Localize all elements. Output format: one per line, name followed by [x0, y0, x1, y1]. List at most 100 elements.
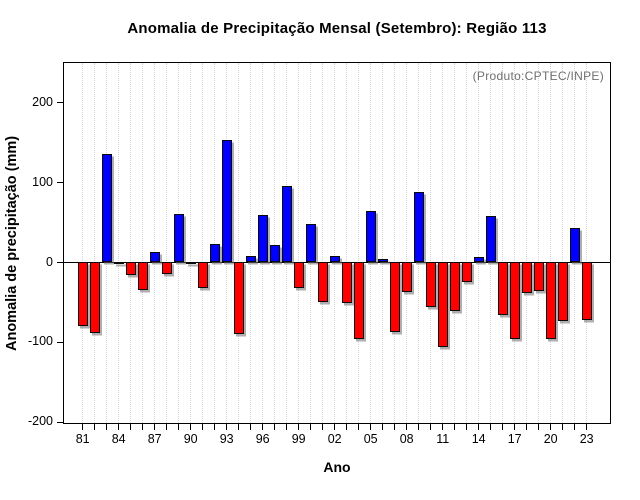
bar-1994 [233, 262, 244, 334]
gridline [502, 63, 504, 423]
bar-2015 [485, 215, 496, 262]
bar-2011 [437, 262, 448, 347]
gridline [238, 63, 240, 423]
x-tick [82, 424, 84, 430]
x-tick [166, 424, 168, 430]
gridline [478, 63, 480, 423]
x-tick [190, 424, 192, 430]
bar-1987 [149, 251, 160, 262]
source-annotation: (Produto:CPTEC/INPE) [472, 69, 604, 83]
bar-2012 [449, 262, 460, 312]
y-tick [57, 182, 63, 184]
bar-2016 [497, 262, 508, 316]
x-tick [238, 424, 240, 430]
x-tick [562, 424, 564, 430]
bar-2022 [569, 227, 580, 262]
bar-1991 [197, 262, 208, 288]
bar-1984 [113, 262, 124, 265]
x-tick [298, 424, 300, 430]
x-tick [454, 424, 456, 430]
x-tick [154, 424, 156, 430]
bar-2010 [425, 262, 436, 308]
bar-2006 [377, 258, 388, 262]
x-tick [130, 424, 132, 430]
x-tick-label: 11 [436, 432, 450, 446]
x-tick [550, 424, 552, 430]
gridline [514, 63, 516, 423]
gridline [550, 63, 552, 423]
bar-1989 [173, 214, 184, 262]
x-tick [466, 424, 468, 430]
x-tick [490, 424, 492, 430]
bar-1988 [161, 262, 172, 274]
bar-1983 [101, 154, 112, 262]
x-tick [214, 424, 216, 430]
gridline [430, 63, 432, 423]
y-tick [57, 262, 63, 263]
x-tick-label: 02 [327, 432, 342, 446]
x-tick [526, 424, 528, 430]
gridline [214, 63, 216, 423]
bar-1982 [89, 262, 100, 334]
x-tick [322, 424, 324, 430]
x-tick [226, 424, 228, 430]
x-tick-label: 93 [219, 432, 234, 446]
gridline [322, 63, 324, 423]
x-tick-label: 20 [543, 432, 558, 446]
bar-2017 [509, 262, 520, 340]
x-tick [406, 424, 408, 430]
bar-1981 [77, 262, 88, 326]
bar-2000 [305, 223, 316, 262]
bar-2007 [389, 262, 400, 333]
gridline [406, 63, 408, 423]
gridline [394, 63, 396, 423]
y-tick-label: -100 [27, 334, 53, 349]
y-tick [57, 341, 63, 343]
x-tick [142, 424, 144, 430]
x-tick [286, 424, 288, 430]
gridline [466, 63, 468, 423]
gridline [142, 63, 144, 423]
x-tick [334, 424, 336, 430]
gridline [538, 63, 540, 423]
bar-1996 [257, 214, 268, 262]
x-tick [418, 424, 420, 430]
x-tick [346, 424, 348, 430]
x-tick-label: 84 [111, 432, 126, 446]
x-tick [574, 424, 576, 430]
x-tick-label: 90 [183, 432, 198, 446]
bar-1985 [125, 262, 136, 275]
gridline [586, 63, 588, 423]
x-tick [502, 424, 504, 430]
gridline [298, 63, 300, 423]
gridline [442, 63, 444, 423]
bar-1997 [269, 245, 280, 262]
gridline [190, 63, 192, 423]
x-tick-label: 87 [147, 432, 162, 446]
x-tick-label: 96 [255, 432, 270, 446]
gridline [166, 63, 168, 423]
x-tick [178, 424, 180, 430]
bar-2002 [329, 256, 340, 262]
bar-2008 [401, 262, 412, 292]
x-tick [118, 424, 120, 430]
x-tick [586, 424, 588, 430]
x-tick [94, 424, 96, 430]
y-tick [57, 421, 63, 423]
x-tick [430, 424, 432, 430]
gridline [274, 63, 276, 423]
gridline [82, 63, 84, 423]
bar-2005 [365, 210, 376, 262]
bar-2004 [353, 262, 364, 340]
x-axis-title: Ano [323, 459, 351, 475]
x-tick-label: 81 [75, 432, 90, 446]
x-tick [310, 424, 312, 430]
gridline [526, 63, 528, 423]
gridline [346, 63, 348, 423]
chart-title: Anomalia de Precipitação Mensal (Setembr… [127, 20, 547, 37]
bar-1999 [293, 262, 304, 289]
gridline [154, 63, 156, 423]
zero-baseline [64, 262, 610, 263]
x-tick [478, 424, 480, 430]
